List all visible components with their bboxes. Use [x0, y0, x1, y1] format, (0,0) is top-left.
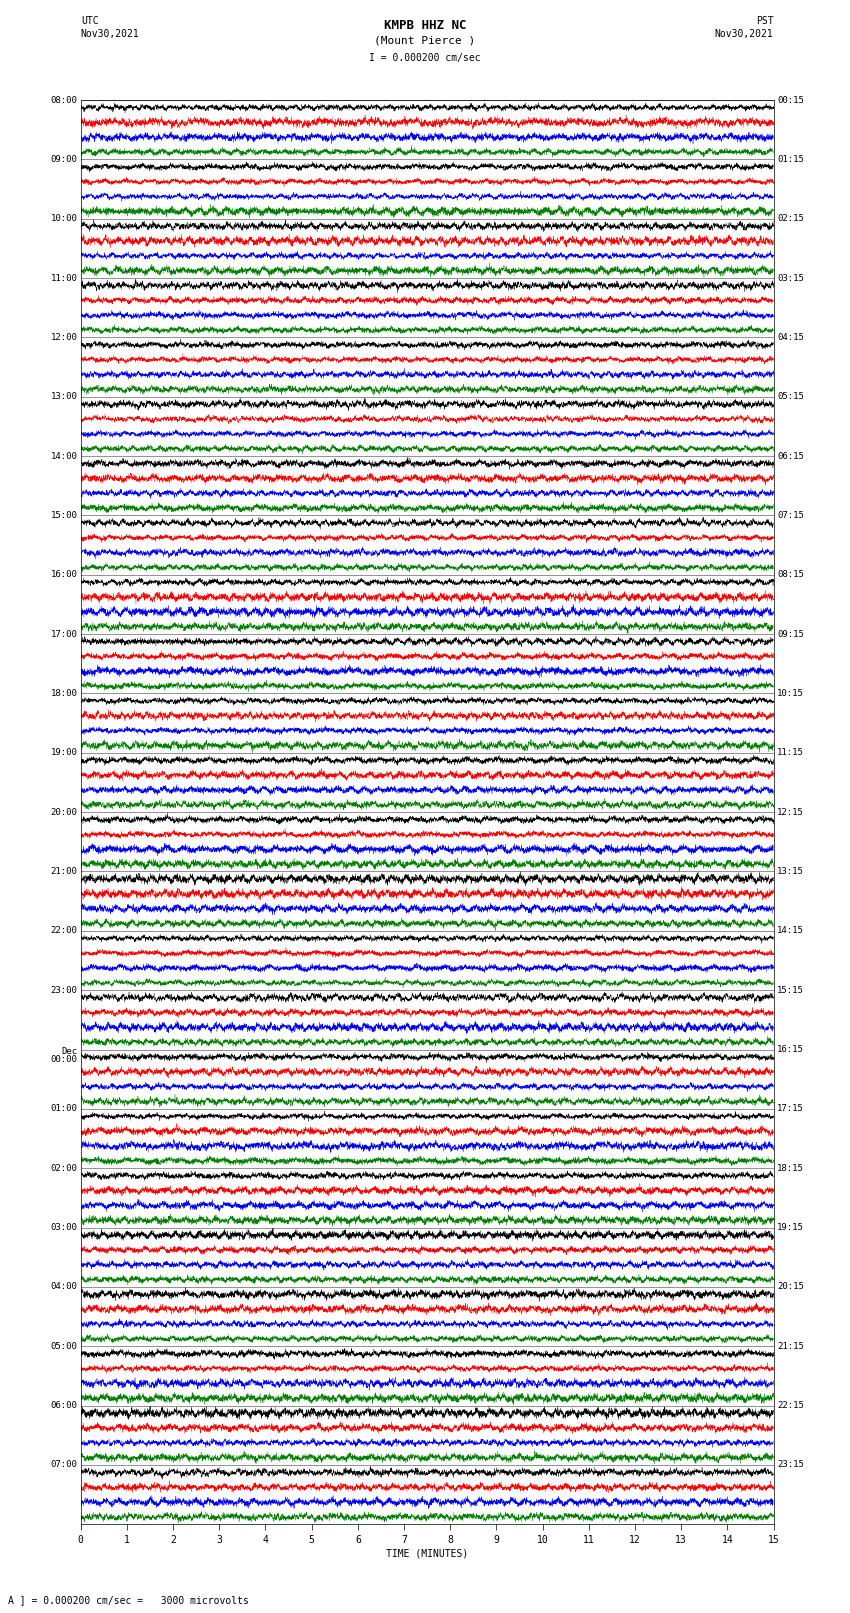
Text: Nov30,2021: Nov30,2021: [715, 29, 774, 39]
Text: 05:00: 05:00: [50, 1342, 77, 1350]
Text: 13:00: 13:00: [50, 392, 77, 402]
Text: 00:00: 00:00: [50, 1055, 77, 1063]
Text: 23:00: 23:00: [50, 986, 77, 995]
Text: 04:00: 04:00: [50, 1282, 77, 1292]
Text: 12:15: 12:15: [777, 808, 804, 816]
Text: 15:15: 15:15: [777, 986, 804, 995]
Text: 16:15: 16:15: [777, 1045, 804, 1053]
Text: I = 0.000200 cm/sec: I = 0.000200 cm/sec: [369, 53, 481, 63]
Text: 20:15: 20:15: [777, 1282, 804, 1292]
Text: A ] = 0.000200 cm/sec =   3000 microvolts: A ] = 0.000200 cm/sec = 3000 microvolts: [8, 1595, 249, 1605]
Text: 05:15: 05:15: [777, 392, 804, 402]
Text: 08:15: 08:15: [777, 571, 804, 579]
Text: 21:15: 21:15: [777, 1342, 804, 1350]
Text: 01:00: 01:00: [50, 1105, 77, 1113]
Text: 19:15: 19:15: [777, 1223, 804, 1232]
Text: 00:15: 00:15: [777, 95, 804, 105]
Text: 23:15: 23:15: [777, 1460, 804, 1469]
Text: 15:00: 15:00: [50, 511, 77, 519]
Text: KMPB HHZ NC: KMPB HHZ NC: [383, 19, 467, 32]
Text: 22:15: 22:15: [777, 1402, 804, 1410]
Text: 16:00: 16:00: [50, 571, 77, 579]
Text: 09:00: 09:00: [50, 155, 77, 165]
Text: 22:00: 22:00: [50, 926, 77, 936]
Text: 07:00: 07:00: [50, 1460, 77, 1469]
Text: 12:00: 12:00: [50, 332, 77, 342]
Text: 17:15: 17:15: [777, 1105, 804, 1113]
Text: 10:15: 10:15: [777, 689, 804, 698]
Text: 03:00: 03:00: [50, 1223, 77, 1232]
Text: 20:00: 20:00: [50, 808, 77, 816]
Text: 18:15: 18:15: [777, 1163, 804, 1173]
Text: Dec: Dec: [61, 1047, 77, 1057]
Text: 04:15: 04:15: [777, 332, 804, 342]
Text: 02:15: 02:15: [777, 215, 804, 223]
Text: 07:15: 07:15: [777, 511, 804, 519]
Text: PST: PST: [756, 16, 774, 26]
Text: 19:00: 19:00: [50, 748, 77, 756]
Text: 13:15: 13:15: [777, 868, 804, 876]
Text: 21:00: 21:00: [50, 868, 77, 876]
Text: 03:15: 03:15: [777, 274, 804, 282]
Text: UTC: UTC: [81, 16, 99, 26]
Text: 14:00: 14:00: [50, 452, 77, 461]
X-axis label: TIME (MINUTES): TIME (MINUTES): [386, 1548, 468, 1558]
Text: 09:15: 09:15: [777, 629, 804, 639]
Text: 10:00: 10:00: [50, 215, 77, 223]
Text: 08:00: 08:00: [50, 95, 77, 105]
Text: 06:00: 06:00: [50, 1402, 77, 1410]
Text: 06:15: 06:15: [777, 452, 804, 461]
Text: 11:00: 11:00: [50, 274, 77, 282]
Text: 14:15: 14:15: [777, 926, 804, 936]
Text: Nov30,2021: Nov30,2021: [81, 29, 139, 39]
Text: 11:15: 11:15: [777, 748, 804, 756]
Text: 18:00: 18:00: [50, 689, 77, 698]
Text: 17:00: 17:00: [50, 629, 77, 639]
Text: 02:00: 02:00: [50, 1163, 77, 1173]
Text: 01:15: 01:15: [777, 155, 804, 165]
Text: (Mount Pierce ): (Mount Pierce ): [374, 35, 476, 45]
